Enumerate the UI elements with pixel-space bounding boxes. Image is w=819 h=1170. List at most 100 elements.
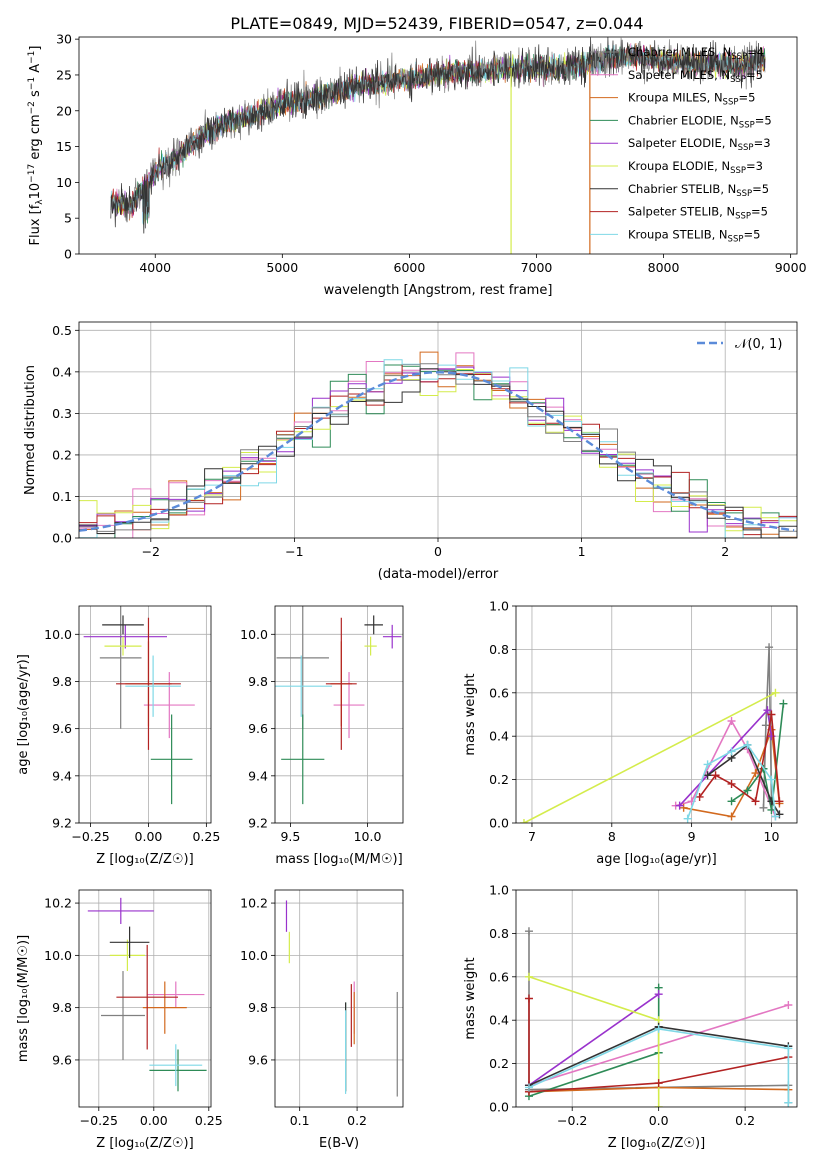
x-tick-label: −0.25 [71, 829, 109, 844]
y-tick-label: 9.6 [248, 1052, 268, 1067]
y-tick-label: 25 [56, 67, 72, 82]
weight-marker [654, 1103, 663, 1107]
legend-sub: SSP [739, 120, 755, 130]
legend-nssp: =5 [746, 68, 763, 82]
weight-marker [524, 994, 533, 1003]
spectrum-line-6 [110, 37, 766, 234]
plot-area-mass_vs_ebv [275, 890, 403, 1107]
y-tick-label: 9.8 [52, 1000, 72, 1015]
legend-label: Salpeter ELODIE, NSSP=3 [628, 136, 771, 153]
panel-age_vs_mass: 9.5 10.0 9.2 9.4 9.6 9.8 10.0 mass [log₁₀(M/M☉)… [240, 605, 404, 867]
axes-frame [78, 889, 212, 1108]
weight-line-7 [528, 998, 789, 1093]
weight-marker [771, 812, 780, 821]
y-tick-label: 0.4 [489, 729, 509, 744]
y-tick-label: 9.8 [248, 1000, 268, 1015]
y-tick-label: 0.0 [52, 531, 72, 546]
legend-name: Chabrier MILES, N [628, 45, 731, 59]
axes-frame [274, 889, 404, 1108]
weight-marker [759, 803, 768, 812]
weight-marker [779, 699, 788, 708]
y-tick-label: 30 [56, 32, 72, 47]
y-tick-label: 10.0 [44, 948, 72, 963]
legend-name: Kroupa ELODIE, N [628, 159, 730, 173]
weight-marker [703, 760, 712, 769]
weight-marker [771, 688, 780, 697]
y-axis-label: Flux [fλ10−17 erg cm−2 s−1 A−1] [27, 46, 45, 246]
plots-layer: 4000 5000 6000 7000 8000 9000051015202530wave… [16, 32, 807, 1151]
y-tick-label: 20 [56, 103, 72, 118]
x-tick-label: 8000 [648, 260, 680, 275]
weight-marker [703, 771, 712, 780]
plot-area-age_vs_Z [79, 606, 211, 823]
legend-label: Salpeter MILES, NSSP=5 [628, 68, 763, 85]
y-tick-label: 9.2 [248, 816, 268, 831]
x-tick-label: 0.25 [192, 829, 220, 844]
panel-weight_vs_Z: −0.2 0.0 0.2 0.0 0.2 0.4 0.6 0.8 1.0 Z [log₁₀(Z/Z… [463, 883, 798, 1151]
x-axis-label: Z [log₁₀(Z/Z☉)] [608, 1136, 705, 1151]
x-tick-label: −2 [142, 544, 160, 559]
weight-marker [727, 812, 736, 821]
ylabel-sup: −2 [27, 101, 37, 114]
y-tick-label: 0.0 [489, 1100, 509, 1115]
x-tick-label: 9000 [775, 260, 807, 275]
x-tick-label: 0.00 [140, 1113, 168, 1128]
panel-mass_vs_Z: −0.25 0.00 0.25 9.6 9.8 10.0 10.2 Z [log₁₀(Z/Z☉… [16, 889, 223, 1151]
y-tick-label: 10.0 [44, 627, 72, 642]
legend-label: Kroupa MILES, NSSP=5 [628, 91, 755, 108]
legend-label: Kroupa ELODIE, NSSP=3 [628, 159, 763, 176]
legend-name: Salpeter STELIB, N [628, 205, 735, 219]
x-tick-label: 9.5 [280, 829, 300, 844]
y-tick-label: 10.2 [44, 896, 72, 911]
y-tick-label: 0.6 [489, 969, 509, 984]
weight-marker [743, 786, 752, 795]
x-tick-label: 0.25 [195, 1113, 223, 1128]
ylabel-part: A [28, 64, 43, 77]
legend-name: Salpeter ELODIE, N [628, 136, 738, 150]
y-tick-label: 0.8 [489, 926, 509, 941]
weight-line-4 [528, 993, 660, 1086]
legend-sub: SSP [736, 189, 752, 199]
y-tick-label: 10.2 [240, 896, 268, 911]
legend-sub: SSP [728, 234, 744, 244]
weight-marker [767, 775, 776, 784]
y-tick-label: 9.4 [248, 768, 268, 783]
legend-nssp: =5 [751, 205, 768, 219]
x-tick-label: 0.00 [135, 829, 163, 844]
weight-marker [775, 797, 784, 806]
axes-frame [78, 321, 798, 539]
weight-marker [727, 779, 736, 788]
legend-sub: SSP [723, 98, 739, 108]
legend-name: Kroupa STELIB, N [628, 227, 728, 241]
x-tick-label: 8 [608, 829, 616, 844]
weight-marker [763, 706, 772, 715]
panel-residuals: −2 −1 0 1 2 0.0 0.1 0.2 0.3 0.4 0.5 𝒩(0, 1) (data-mo… [23, 321, 798, 582]
legend-label: Chabrier MILES, NSSP=4 [628, 45, 764, 62]
ylabel-sub: λ [35, 199, 45, 205]
legend-nssp: =4 [747, 45, 764, 59]
ylabel-part: s [28, 90, 43, 101]
weight-marker [524, 972, 533, 981]
legend-name: Chabrier ELODIE, N [628, 113, 739, 127]
legend-nssp: =5 [755, 113, 772, 127]
legend-nssp: =5 [738, 91, 755, 105]
y-tick-label: 10 [56, 175, 72, 190]
panel-spectrum: 4000 5000 6000 7000 8000 9000 0 5 10 15 20 25 30 wave… [27, 32, 807, 298]
x-tick-label: 7000 [521, 260, 553, 275]
x-tick-label: −0.25 [80, 1113, 118, 1128]
plot-area-spectrum [110, 37, 766, 254]
ylabel-sup: −1 [27, 51, 37, 64]
weight-marker [711, 771, 720, 780]
x-tick-label: 6000 [394, 260, 426, 275]
legend-nssp: =5 [752, 182, 769, 196]
gaussian-legend-label: 𝒩(0, 1) [735, 337, 782, 352]
legend-label: Chabrier STELIB, NSSP=5 [628, 182, 769, 199]
weight-marker [695, 792, 704, 801]
y-axis-label: mass weight [463, 673, 478, 755]
axes-frame [274, 605, 404, 824]
x-tick-label: 0.2 [735, 1113, 755, 1128]
x-tick-label: 2 [721, 544, 729, 559]
hist-steps-6 [79, 368, 797, 538]
y-axis-label: Normed distribution [23, 365, 38, 495]
x-tick-label: 9 [688, 829, 696, 844]
